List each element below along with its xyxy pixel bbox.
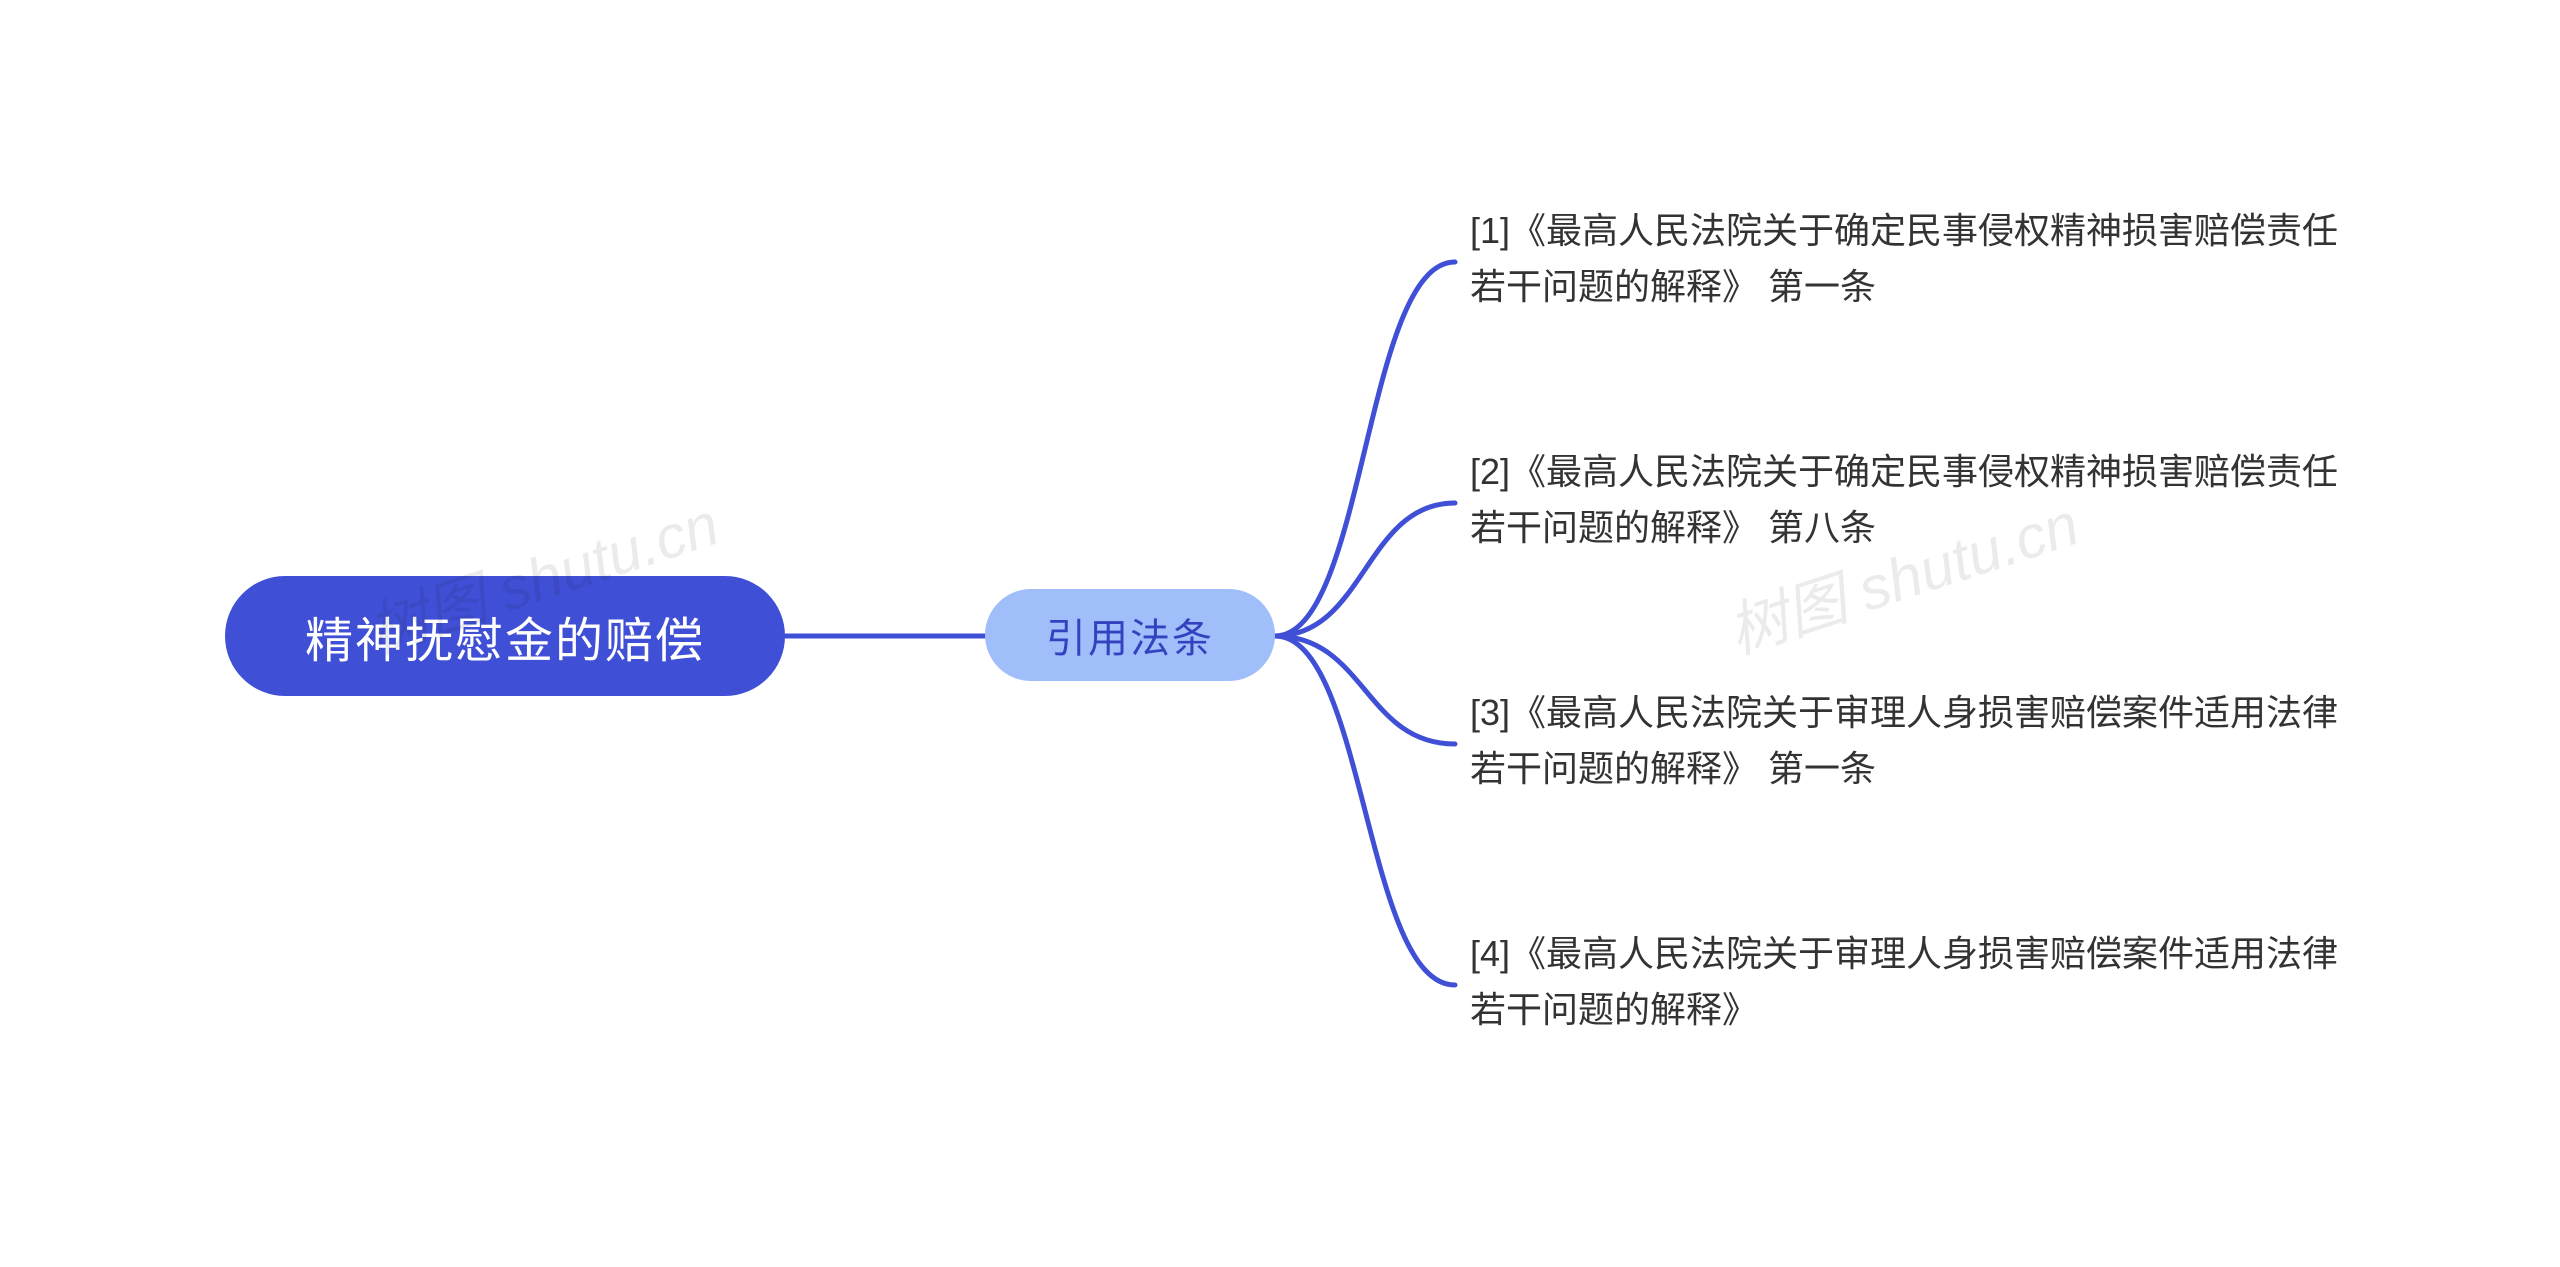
leaf-node[interactable]: [3]《最高人民法院关于审理人身损害赔偿案件适用法律若干问题的解释》 第一条 [1470, 685, 2360, 797]
leaf-text: [3]《最高人民法院关于审理人身损害赔偿案件适用法律若干问题的解释》 第一条 [1470, 692, 2338, 789]
leaf-text: [4]《最高人民法院关于审理人身损害赔偿案件适用法律若干问题的解释》 [1470, 933, 2338, 1030]
leaf-text: [2]《最高人民法院关于确定民事侵权精神损害赔偿责任若干问题的解释》 第八条 [1470, 451, 2338, 548]
leaf-node[interactable]: [1]《最高人民法院关于确定民事侵权精神损害赔偿责任若干问题的解释》 第一条 [1470, 203, 2360, 315]
leaf-node[interactable]: [2]《最高人民法院关于确定民事侵权精神损害赔偿责任若干问题的解释》 第八条 [1470, 444, 2360, 556]
root-node[interactable]: 精神抚慰金的赔偿 [225, 576, 785, 696]
branch-label: 引用法条 [1046, 606, 1214, 664]
branch-node[interactable]: 引用法条 [985, 589, 1275, 681]
mindmap-canvas: 精神抚慰金的赔偿 引用法条 [1]《最高人民法院关于确定民事侵权精神损害赔偿责任… [0, 0, 2560, 1267]
root-label: 精神抚慰金的赔偿 [305, 601, 705, 671]
leaf-text: [1]《最高人民法院关于确定民事侵权精神损害赔偿责任若干问题的解释》 第一条 [1470, 210, 2338, 307]
leaf-node[interactable]: [4]《最高人民法院关于审理人身损害赔偿案件适用法律若干问题的解释》 [1470, 926, 2360, 1038]
